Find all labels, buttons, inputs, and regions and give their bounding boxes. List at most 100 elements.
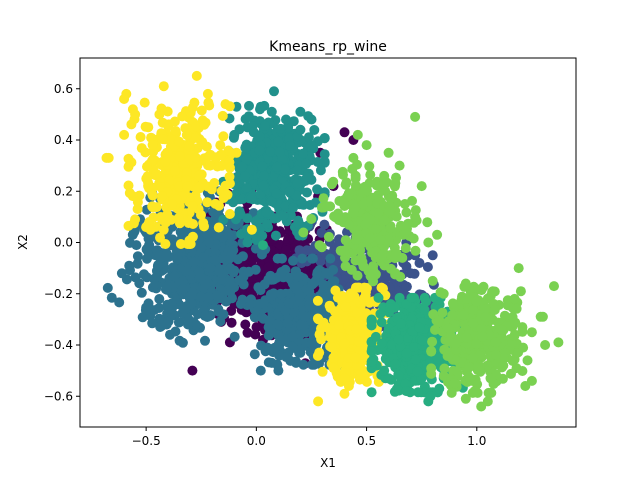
scatter-point-cluster-5 (180, 123, 191, 134)
scatter-point-cluster-3 (287, 331, 298, 342)
scatter-point-cluster-6 (339, 388, 350, 399)
scatter-point-cluster-9 (458, 310, 469, 321)
scatter-point-cluster-7 (366, 346, 377, 357)
scatter-point-cluster-5 (174, 151, 185, 162)
scatter-point-cluster-9 (467, 305, 478, 316)
scatter-point-cluster-9 (553, 337, 564, 348)
scatter-point-cluster-4 (301, 158, 312, 169)
scatter-point-cluster-9 (478, 281, 489, 292)
scatter-point-cluster-9 (469, 386, 480, 397)
scatter-point-cluster-8 (383, 147, 394, 158)
scatter-point-cluster-2 (136, 287, 147, 298)
scatter-point-cluster-8 (410, 211, 421, 222)
scatter-point-cluster-4 (315, 165, 326, 176)
scatter-point-cluster-5 (191, 121, 201, 132)
scatter-point-cluster-5 (147, 190, 158, 201)
scatter-point-cluster-2 (196, 272, 206, 283)
scatter-point-cluster-4 (288, 202, 298, 213)
scatter-point-cluster-3 (295, 347, 306, 358)
scatter-point-cluster-6 (313, 314, 324, 325)
scatter-point-cluster-3 (283, 298, 294, 309)
scatter-point-cluster-9 (449, 378, 460, 389)
scatter-point-cluster-4 (259, 120, 270, 131)
scatter-point-cluster-2 (181, 266, 192, 277)
scatter-point-cluster-5 (119, 94, 130, 104)
scatter-point-cluster-4 (279, 164, 290, 175)
scatter-point-cluster-4 (266, 196, 277, 207)
scatter-point-cluster-4 (295, 106, 306, 117)
scatter-point-cluster-7 (410, 354, 421, 365)
scatter-point-cluster-5 (170, 126, 181, 136)
scatter-point-cluster-5 (182, 181, 193, 192)
scatter-point-cluster-4 (298, 148, 308, 159)
scatter-point-cluster-6 (340, 301, 351, 312)
scatter-point-cluster-3 (276, 268, 287, 278)
scatter-point-cluster-5 (160, 156, 171, 167)
scatter-point-cluster-0 (187, 365, 198, 376)
scatter-point-cluster-6 (339, 373, 350, 384)
scatter-point-cluster-3 (309, 359, 320, 370)
scatter-point-cluster-9 (526, 327, 537, 338)
scatter-point-cluster-9 (491, 349, 501, 360)
scatter-point-cluster-5 (155, 232, 165, 243)
scatter-point-cluster-4 (278, 211, 289, 221)
scatter-point-cluster-2 (149, 274, 159, 284)
scatter-point-cluster-8 (385, 193, 396, 204)
scatter-point-cluster-1 (316, 227, 327, 238)
scatter-point-cluster-6 (326, 342, 337, 353)
scatter-point-cluster-7 (386, 339, 397, 350)
scatter-point-cluster-3 (259, 279, 270, 290)
scatter-point-cluster-5 (201, 141, 212, 152)
scatter-point-cluster-4 (271, 188, 282, 199)
chart-title: Kmeans_rp_wine (269, 39, 387, 55)
scatter-point-cluster-8 (408, 233, 419, 244)
scatter-point-cluster-6 (328, 352, 339, 363)
scatter-point-cluster-9 (430, 324, 440, 335)
scatter-point-cluster-3 (300, 311, 311, 322)
scatter-point-cluster-8 (352, 129, 363, 140)
scatter-point-cluster-2 (200, 335, 210, 346)
scatter-point-cluster-5 (204, 150, 215, 161)
scatter-point-cluster-6 (337, 291, 348, 301)
scatter-point-cluster-4 (266, 106, 277, 117)
scatter-point-cluster-7 (258, 240, 268, 251)
scatter-point-cluster-4 (258, 180, 269, 191)
scatter-point-cluster-3 (306, 338, 317, 349)
scatter-point-cluster-9 (450, 338, 461, 349)
scatter-point-cluster-8 (379, 215, 390, 226)
scatter-point-cluster-3 (321, 268, 331, 279)
scatter-point-cluster-2 (204, 237, 214, 248)
scatter-point-cluster-7 (383, 373, 394, 384)
scatter-point-cluster-4 (242, 237, 253, 248)
x-tick-label: −0.5 (132, 434, 161, 448)
scatter-point-cluster-4 (240, 142, 251, 153)
scatter-point-cluster-8 (347, 164, 358, 174)
scatter-point-cluster-2 (178, 283, 189, 294)
scatter-point-cluster-9 (461, 332, 472, 343)
scatter-point-cluster-5 (202, 197, 213, 208)
scatter-point-cluster-0 (242, 327, 253, 338)
scatter-point-cluster-0 (240, 319, 251, 330)
scatter-point-cluster-9 (522, 355, 533, 366)
scatter-point-cluster-2 (229, 282, 240, 293)
scatter-point-cluster-2 (199, 310, 210, 321)
scatter-point-cluster-3 (274, 350, 285, 361)
scatter-point-cluster-7 (393, 334, 404, 345)
scatter-point-cluster-4 (262, 219, 272, 229)
scatter-point-cluster-2 (212, 290, 222, 301)
scatter-point-cluster-7 (394, 292, 405, 303)
scatter-point-cluster-9 (443, 323, 454, 334)
scatter-point-cluster-9 (464, 362, 475, 372)
scatter-point-cluster-3 (304, 286, 315, 297)
scatter-point-cluster-2 (229, 331, 240, 342)
scatter-point-cluster-4 (319, 156, 330, 167)
scatter-point-cluster-6 (359, 282, 370, 293)
scatter-point-cluster-5 (151, 168, 162, 179)
scatter-point-cluster-9 (452, 366, 462, 377)
scatter-point-cluster-4 (271, 161, 282, 172)
scatter-point-cluster-0 (250, 329, 261, 340)
scatter-point-cluster-6 (352, 307, 362, 318)
scatter-point-cluster-5 (123, 180, 134, 191)
scatter-point-cluster-9 (468, 318, 478, 329)
scatter-point-cluster-5 (191, 70, 202, 81)
